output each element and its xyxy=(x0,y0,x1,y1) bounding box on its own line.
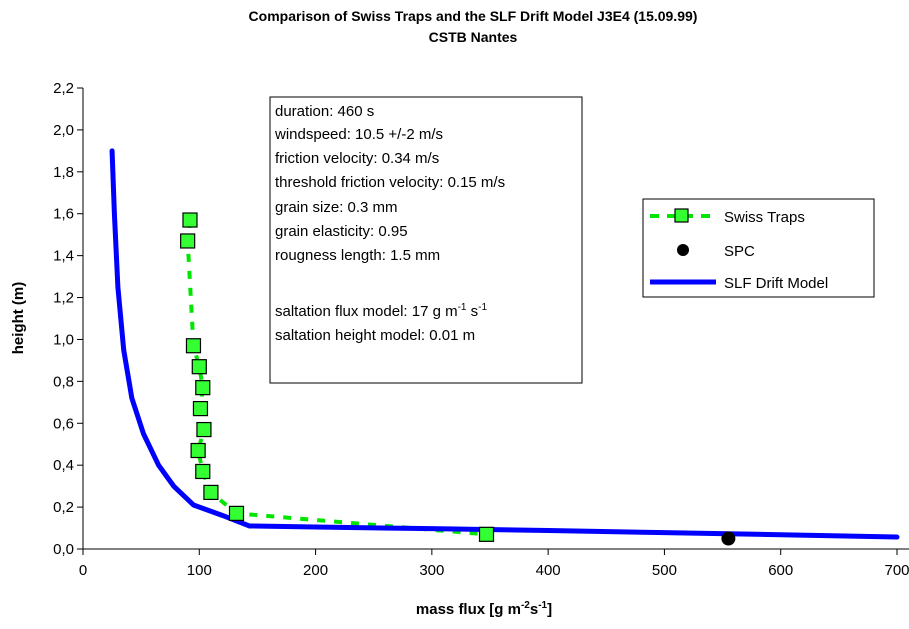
axes xyxy=(82,88,909,550)
x-tick-label: 0 xyxy=(79,562,87,579)
annotation-box: duration: 460 s windspeed: 10.5 +/-2 m/s… xyxy=(269,96,583,384)
y-tick-label: 0,0 xyxy=(53,541,74,558)
x-tick-label: 200 xyxy=(303,562,328,579)
y-tick-label: 1,2 xyxy=(53,290,74,307)
y-tick-label: 2,0 xyxy=(53,122,74,139)
y-axis-label: height (m) xyxy=(10,282,27,355)
annotation-line-3: friction velocity: 0.34 m/s xyxy=(275,150,439,167)
y-ticks: 0,0 0,2 0,4 0,6 0,8 1,0 1,2 1,4 1,6 1,8 2,0 2,2 xyxy=(53,80,83,558)
swiss-traps-point xyxy=(191,359,207,375)
y-tick-label: 0,6 xyxy=(53,415,74,432)
x-tick-label: 400 xyxy=(536,562,561,579)
annotation-line-7: rougness length: 1.5 mm xyxy=(275,247,440,264)
y-tick-label: 1,8 xyxy=(53,164,74,181)
swiss-traps-point xyxy=(190,442,206,459)
y-tick-label: 1,6 xyxy=(53,206,74,223)
chart-title: Comparison of Swiss Traps and the SLF Dr… xyxy=(249,8,698,24)
x-axis-label: mass flux [g m-2s-1] xyxy=(416,600,552,618)
y-tick-label: 0,2 xyxy=(53,499,74,516)
swiss-traps-point xyxy=(196,421,212,438)
legend-swiss-traps-marker xyxy=(674,208,689,223)
plot-area xyxy=(109,148,900,546)
swiss-traps-point xyxy=(185,338,202,354)
swiss-traps-point xyxy=(228,505,245,521)
x-tick-label: 300 xyxy=(419,562,444,579)
x-tick-label: 100 xyxy=(187,562,212,579)
legend-spc-marker xyxy=(677,244,689,256)
swiss-traps-point xyxy=(195,380,211,396)
swiss-traps-point xyxy=(478,526,495,542)
legend-spc-label: SPC xyxy=(724,243,755,260)
annotation-frame xyxy=(269,96,583,384)
y-tick-label: 0,4 xyxy=(53,457,74,474)
chart-subtitle: CSTB Nantes xyxy=(429,29,518,45)
y-tick-label: 2,2 xyxy=(53,80,74,97)
swiss-traps-point xyxy=(180,233,196,249)
swiss-traps-point xyxy=(182,212,198,228)
y-tick-label: 0,8 xyxy=(53,373,74,390)
swiss-traps-point xyxy=(192,401,209,417)
annotation-line-5: grain size: 0.3 mm xyxy=(275,199,398,216)
legend: Swiss Traps SPC SLF Drift Model xyxy=(642,198,875,298)
slf-drift-model-line xyxy=(109,148,900,540)
swiss-traps-line xyxy=(185,219,487,537)
spc-point xyxy=(721,531,736,546)
annotation-height: saltation height model: 0.01 m xyxy=(275,327,475,344)
annotation-line-1: duration: 460 s xyxy=(275,103,374,120)
x-tick-label: 700 xyxy=(884,562,909,579)
swiss-traps-point xyxy=(203,484,219,501)
annotation-line-6: grain elasticity: 0.95 xyxy=(275,223,408,240)
annotation-line-2: windspeed: 10.5 +/-2 m/s xyxy=(274,126,443,143)
x-tick-label: 600 xyxy=(768,562,793,579)
legend-slf-label: SLF Drift Model xyxy=(724,275,828,292)
legend-swiss-traps-label: Swiss Traps xyxy=(724,209,805,226)
x-tick-label: 500 xyxy=(652,562,677,579)
x-ticks: 0 100 200 300 400 500 600 700 xyxy=(79,549,909,579)
annotation-flux: saltation flux model: 17 g m-1 s-1 xyxy=(275,302,488,320)
annotation-line-4: threshold friction velocity: 0.15 m/s xyxy=(275,174,505,191)
y-tick-label: 1,4 xyxy=(53,248,74,265)
y-tick-label: 1,0 xyxy=(53,331,74,348)
swiss-traps-point xyxy=(195,463,211,480)
